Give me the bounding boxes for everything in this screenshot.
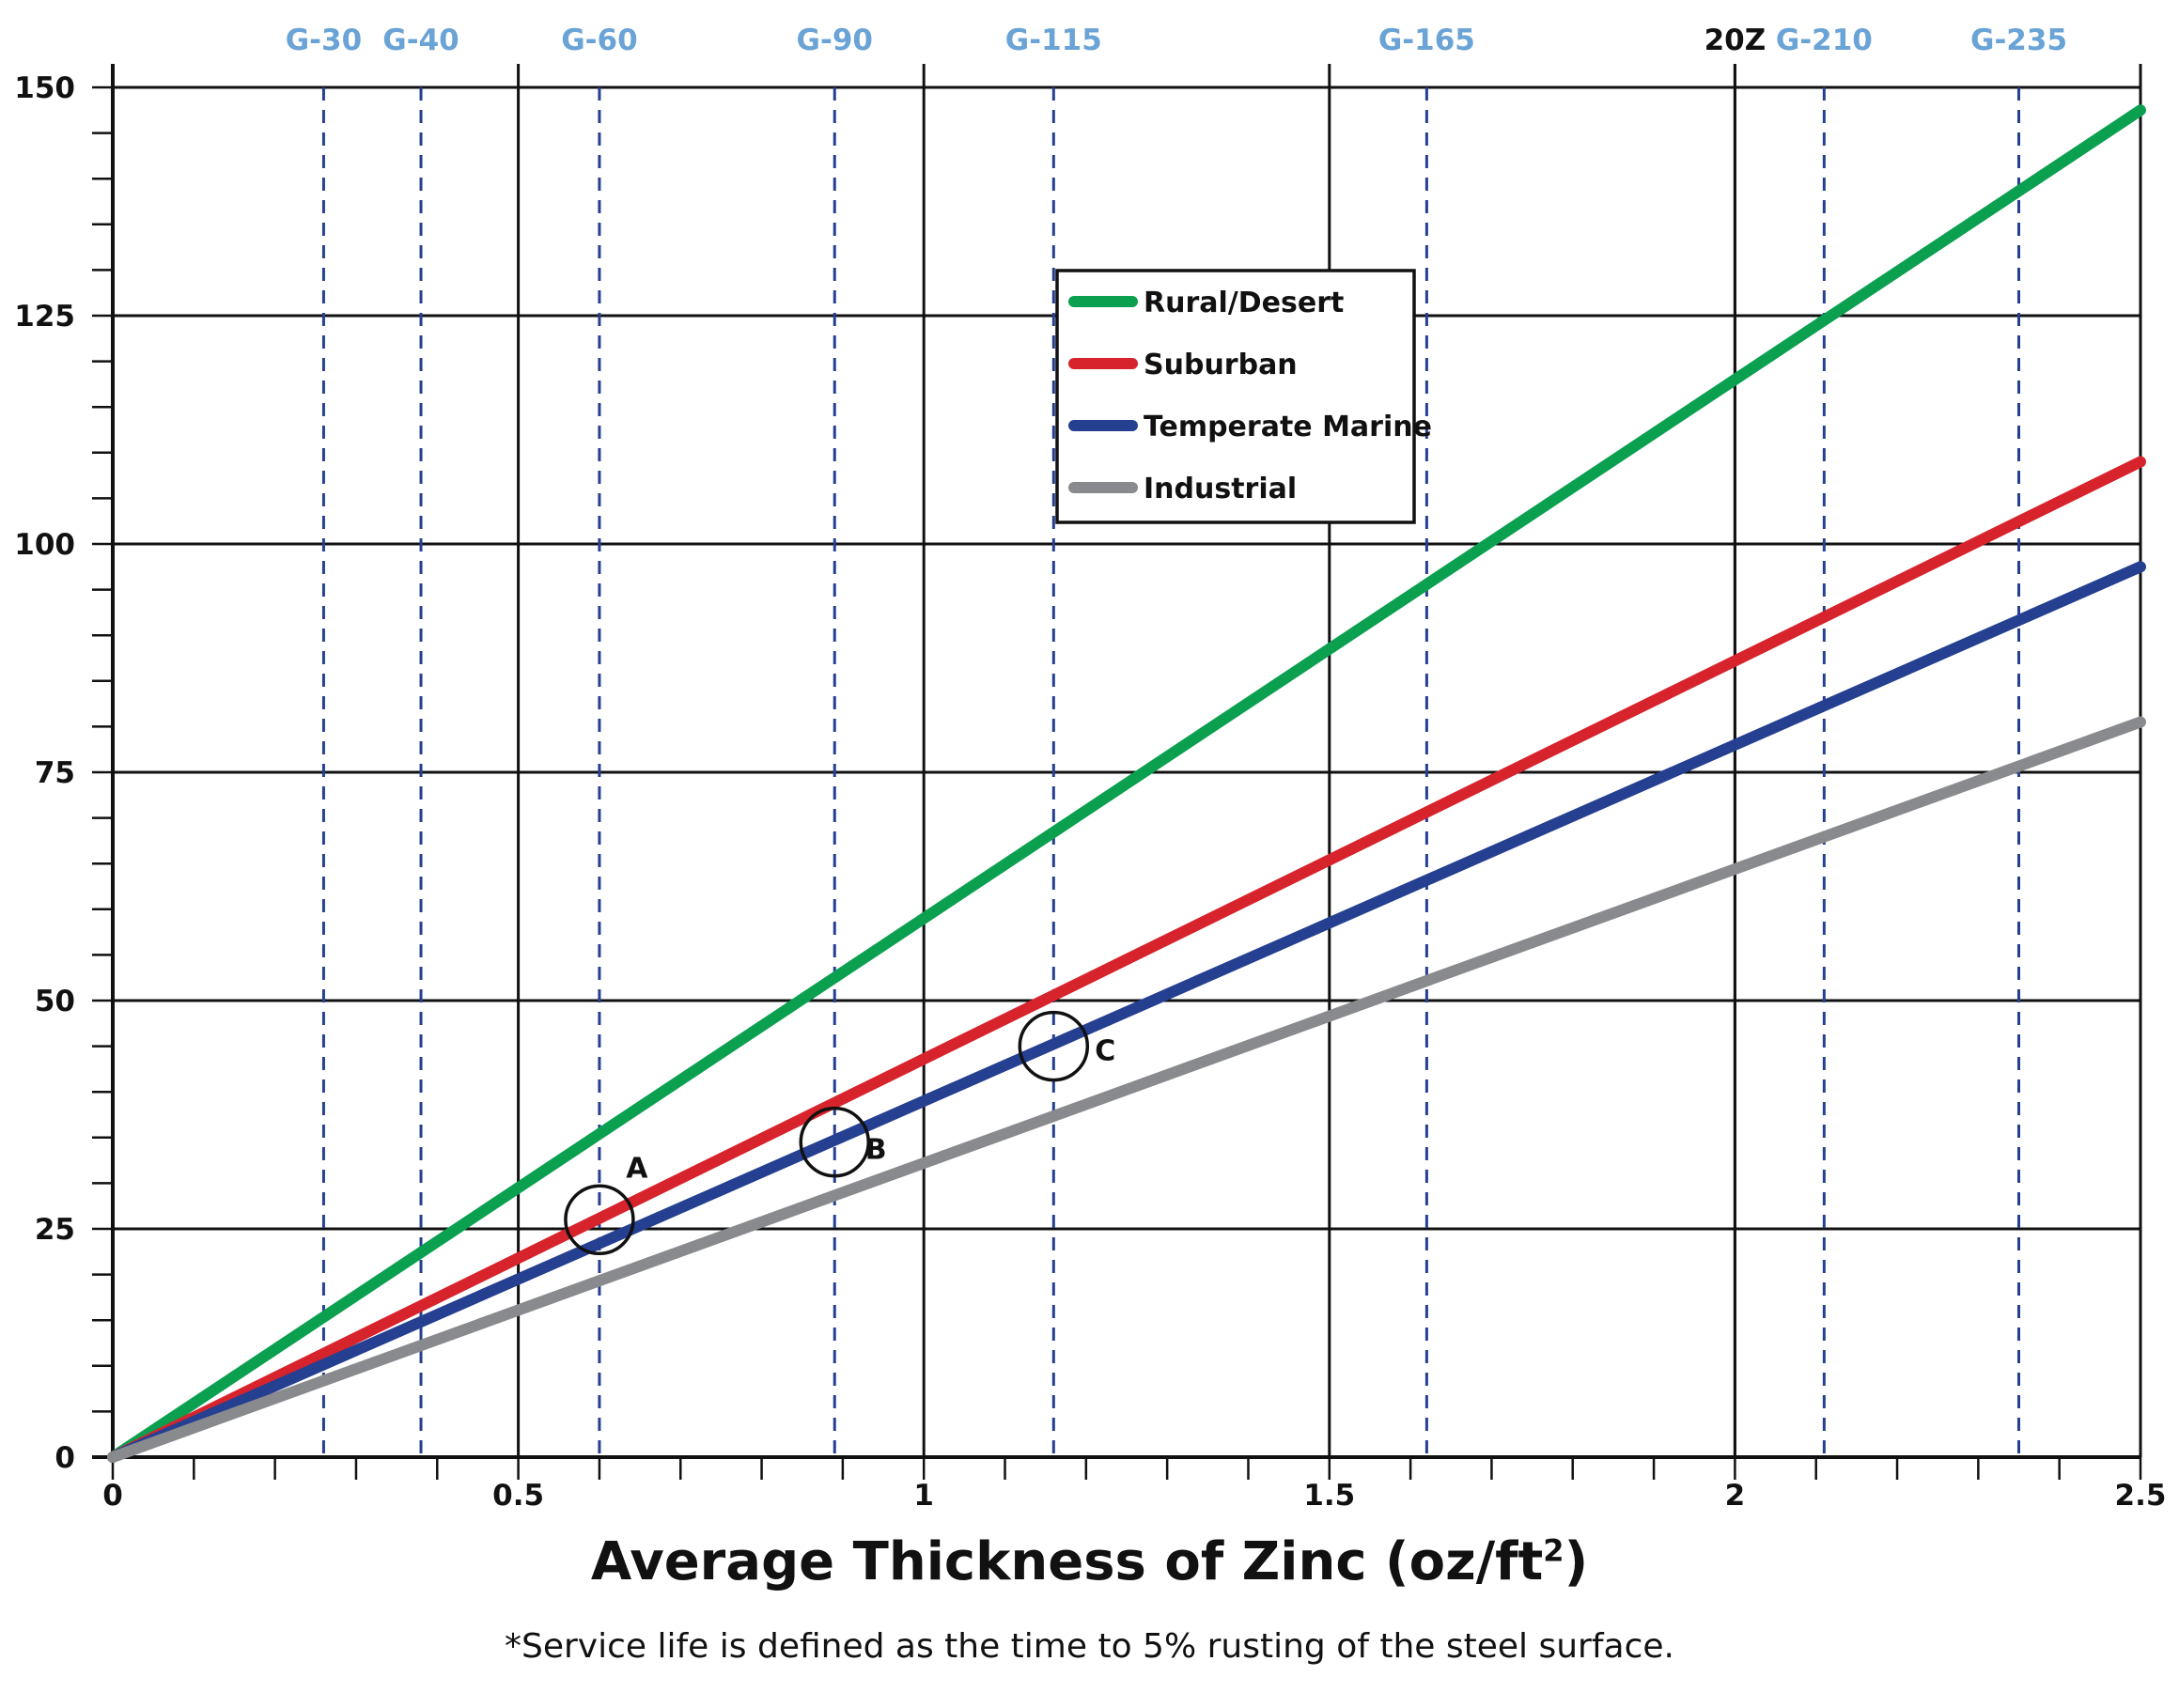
legend-label: Industrial — [1144, 473, 1297, 505]
series-layer — [107, 104, 2146, 1463]
y-tick-label: 75 — [35, 756, 75, 790]
grade-label: G-165 — [1378, 23, 1475, 57]
grade-label: G-235 — [1970, 23, 2067, 57]
series-line — [107, 456, 2146, 1463]
y-tick-label: 125 — [14, 300, 75, 334]
annotation-circle — [799, 1106, 870, 1178]
x-tick-label: 2 — [1725, 1479, 1746, 1513]
grade-label: G-40 — [382, 23, 459, 57]
x-tick-label: 1 — [913, 1479, 934, 1513]
series-line — [107, 561, 2146, 1463]
y-tick-label: 100 — [14, 528, 75, 562]
x-tick-label: 0.5 — [492, 1479, 544, 1513]
annotation-label: A — [626, 1152, 648, 1185]
annotation-label: B — [865, 1134, 887, 1167]
legend-box — [1055, 269, 1416, 524]
x-axis-title-text: Average Thickness of Zinc (oz/ft — [590, 1531, 1544, 1592]
x-axis-title: Average Thickness of Zinc (oz/ft2) — [0, 1531, 2179, 1592]
annotation-layer: A B C — [564, 1010, 1115, 1256]
y-tick-label: 25 — [35, 1213, 75, 1247]
x-axis-title-superscript: 2 — [1543, 1532, 1564, 1569]
legend-label: Temperate Marine — [1144, 411, 1432, 443]
x-tick-label: 1.5 — [1303, 1479, 1355, 1513]
grade-label: G-30 — [286, 23, 362, 57]
grade-label: G-210 — [1776, 23, 1873, 57]
legend-label: Suburban — [1144, 349, 1298, 381]
footnote: *Service life is defined as the time to … — [505, 1627, 1674, 1666]
y-tick-label: 0 — [54, 1441, 75, 1475]
x-axis-title-suffix: ) — [1564, 1531, 1589, 1592]
series-line — [107, 716, 2146, 1463]
x-tick-label: 0 — [102, 1479, 123, 1513]
legend-label: Rural/Desert — [1144, 287, 1344, 319]
grade-label: G-90 — [797, 23, 873, 57]
x-tick-label: 2.5 — [2115, 1479, 2167, 1513]
series-line — [107, 104, 2146, 1463]
annotation-circle — [564, 1184, 635, 1256]
grade-lines-layer: G-30 G-40 G-60 G-90 G-115 G-165 20Z G-210 G-235 — [286, 23, 2067, 1457]
grade-label: 20Z — [1704, 23, 1767, 57]
legend: Rural/Desert Suburban Temperate Marine Indu… — [1055, 269, 1432, 524]
y-tick-label: 50 — [35, 985, 75, 1018]
annotation-label: C — [1095, 1035, 1115, 1068]
grade-label: G-115 — [1005, 23, 1102, 57]
axis-layer: 0 25 50 75 100 125 150 0 0.5 1 1.5 2 2.5 — [14, 64, 2166, 1513]
grade-label: G-60 — [561, 23, 637, 57]
y-tick-label: 150 — [14, 71, 75, 105]
annotation-circle — [1018, 1010, 1090, 1082]
